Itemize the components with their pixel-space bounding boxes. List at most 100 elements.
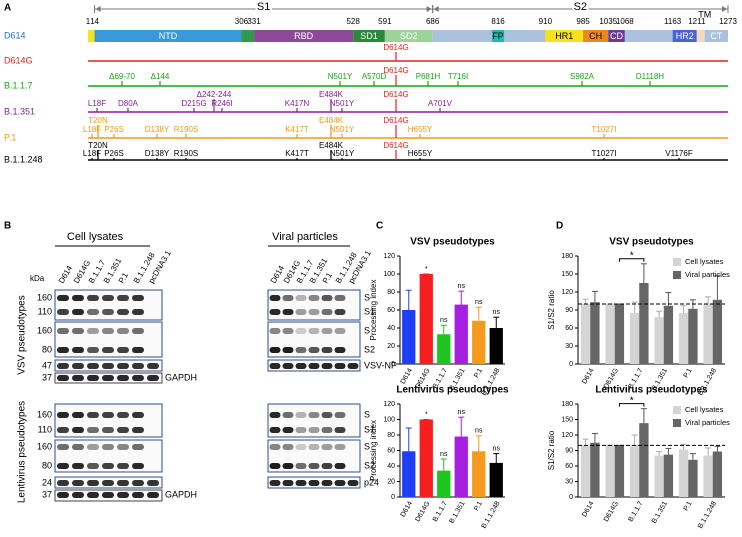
mutation-label: D614G bbox=[383, 116, 408, 125]
blot-band bbox=[87, 412, 99, 418]
blot-band bbox=[334, 328, 346, 334]
legend-label: Viral particles bbox=[685, 270, 730, 279]
y-axis-label: S1/S2 ratio bbox=[547, 430, 556, 470]
blot-band bbox=[308, 480, 320, 486]
blot-band bbox=[295, 363, 307, 369]
y-tick-label: 40 bbox=[387, 325, 395, 332]
blot-band bbox=[132, 375, 144, 381]
mutation-label: T716I bbox=[448, 72, 468, 81]
blot-band bbox=[282, 347, 294, 353]
mutation-label: P26S bbox=[104, 125, 124, 134]
blot-band bbox=[295, 309, 307, 315]
blot-band bbox=[132, 309, 144, 315]
domain-label: CT bbox=[710, 31, 722, 41]
bar bbox=[678, 449, 689, 497]
mutation-label: E484K bbox=[319, 116, 344, 125]
annotation: ns bbox=[475, 428, 483, 435]
domain-label: CD bbox=[610, 31, 623, 41]
blot-band bbox=[72, 492, 84, 498]
band-label: GAPDH bbox=[165, 372, 197, 382]
blot-band bbox=[295, 328, 307, 334]
bar bbox=[472, 320, 486, 364]
x-tick-label: B.1.1.248 bbox=[481, 500, 502, 530]
position-label: 1 bbox=[86, 17, 91, 26]
blot-band bbox=[334, 427, 346, 433]
position-label: 591 bbox=[378, 17, 392, 26]
chart-title: VSV pseudotypes bbox=[410, 237, 495, 248]
mw-marker: 80 bbox=[42, 460, 52, 470]
domain-label: HR1 bbox=[555, 31, 573, 41]
mutation-label: N501Y bbox=[328, 72, 353, 81]
blot-band bbox=[308, 463, 320, 469]
domain-label: CH bbox=[589, 31, 602, 41]
y-tick-label: 30 bbox=[565, 343, 573, 350]
segment-label: S2 bbox=[574, 1, 587, 13]
blot-band bbox=[334, 363, 346, 369]
x-tick-label: B.1.1.248 bbox=[697, 500, 718, 530]
significance-bracket bbox=[618, 258, 645, 262]
segment-label: S1 bbox=[257, 1, 270, 13]
bar bbox=[402, 310, 416, 364]
chart-title: Lentivirus pseudotypes bbox=[595, 385, 708, 396]
blot-band bbox=[269, 309, 281, 315]
mw-marker: 160 bbox=[37, 441, 52, 451]
bar bbox=[590, 302, 600, 364]
blot-band bbox=[269, 328, 281, 334]
blot-band bbox=[282, 309, 294, 315]
bar bbox=[639, 283, 649, 364]
annotation: ns bbox=[440, 451, 448, 458]
legend-label: Viral particles bbox=[685, 418, 730, 427]
legend-swatch bbox=[673, 419, 681, 427]
blot-band bbox=[308, 427, 320, 433]
blot-band bbox=[132, 328, 144, 334]
bar bbox=[712, 299, 723, 364]
blot-band bbox=[282, 295, 294, 301]
blot-band bbox=[308, 444, 320, 450]
blot-band bbox=[102, 328, 114, 334]
bar bbox=[663, 305, 674, 364]
mutation-label: P681H bbox=[416, 72, 441, 81]
bar bbox=[654, 317, 664, 364]
blot-band bbox=[295, 463, 307, 469]
y-tick-label: 80 bbox=[387, 289, 395, 296]
bar bbox=[437, 334, 451, 364]
blot-band bbox=[117, 375, 129, 381]
bar bbox=[629, 445, 640, 497]
mw-marker: 160 bbox=[37, 409, 52, 419]
blot-band bbox=[295, 347, 307, 353]
y-axis-label: Processing index bbox=[369, 280, 378, 341]
blot-band bbox=[102, 375, 114, 381]
y-tick-label: 120 bbox=[561, 289, 573, 296]
mutation-label: T1027I bbox=[592, 125, 617, 134]
panel-label: B bbox=[4, 221, 11, 232]
blot-band bbox=[72, 463, 84, 469]
domain-label: SD1 bbox=[360, 31, 378, 41]
blot-band bbox=[72, 480, 84, 486]
blot-band bbox=[87, 295, 99, 301]
mutation-label: R246I bbox=[211, 99, 232, 108]
blot-band bbox=[321, 444, 333, 450]
blot-band bbox=[72, 412, 84, 418]
x-tick-label: P.1 bbox=[683, 500, 694, 512]
band-label: S2 bbox=[364, 344, 375, 354]
y-tick-label: 60 bbox=[565, 463, 573, 470]
y-tick-label: 40 bbox=[387, 463, 395, 470]
band-label: p24 bbox=[364, 477, 379, 487]
blot-band bbox=[282, 463, 294, 469]
blot-band bbox=[269, 427, 281, 433]
chart-title: VSV pseudotypes bbox=[609, 237, 694, 248]
bar bbox=[489, 328, 503, 364]
blot-side-label: VSV pseudotypes bbox=[17, 295, 28, 375]
blot-band bbox=[147, 480, 159, 486]
blot-band bbox=[282, 427, 294, 433]
blot-band bbox=[57, 328, 69, 334]
blot-band bbox=[117, 412, 129, 418]
blot-band bbox=[72, 375, 84, 381]
blot-band bbox=[57, 347, 69, 353]
blot-band bbox=[117, 444, 129, 450]
mutation-label: A570D bbox=[362, 72, 387, 81]
x-tick-label: B.1.351 bbox=[651, 500, 669, 524]
blot-band bbox=[57, 295, 69, 301]
mutation-label: D614G bbox=[383, 90, 408, 99]
